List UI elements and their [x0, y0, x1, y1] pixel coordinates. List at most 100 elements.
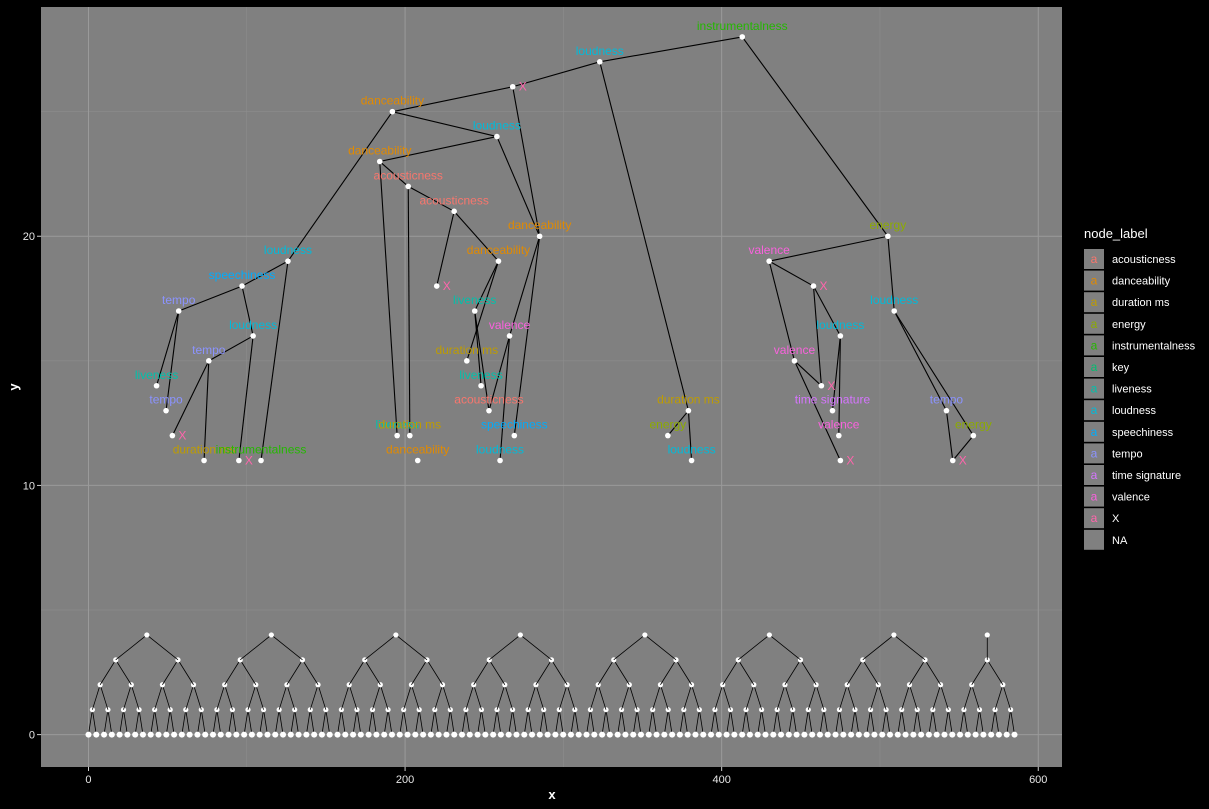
tree-node	[414, 457, 421, 464]
legend-label: acousticness	[1112, 254, 1176, 266]
leaf-node	[560, 731, 567, 738]
node-label: instrumentalness	[697, 19, 788, 33]
tree-edge-lower	[239, 634, 272, 661]
tree-edge-lower	[488, 634, 521, 661]
tree-node	[536, 233, 543, 240]
leaf-node	[505, 731, 512, 738]
tree-edge	[812, 285, 841, 337]
tree-edge-lower	[399, 709, 405, 735]
tree-edge-lower	[807, 709, 813, 735]
legend-label: loudness	[1112, 405, 1157, 417]
leaf-node	[381, 731, 388, 738]
internal-node-lower	[759, 707, 765, 713]
leaf-node	[217, 731, 224, 738]
leaf-node	[778, 731, 785, 738]
tree-edge-lower	[660, 684, 669, 710]
tree-edge-lower	[337, 709, 342, 735]
legend-label: tempo	[1112, 448, 1143, 460]
tree-edge-lower	[660, 659, 677, 685]
leaf-node	[412, 731, 419, 738]
tree-edge-lower	[449, 709, 455, 735]
x-axis-title: x	[548, 787, 556, 802]
tree-node	[891, 308, 898, 314]
tree-node	[405, 183, 412, 190]
internal-node-lower	[751, 682, 757, 688]
tree-edge-lower	[679, 709, 685, 735]
x-tick-label: 200	[396, 774, 414, 786]
node-label: X	[959, 454, 967, 468]
tree-edge-lower	[162, 659, 179, 685]
leaf-node	[669, 731, 676, 738]
node-label: loudness	[473, 119, 521, 133]
leaf-node	[490, 731, 497, 738]
tree-node	[943, 407, 950, 414]
tree-edge-lower	[411, 659, 428, 685]
tree-node	[885, 233, 891, 240]
tree-edge	[499, 335, 511, 461]
internal-node-lower	[976, 707, 983, 713]
tree-edge-lower	[986, 659, 1004, 685]
node-label: danceability	[348, 143, 411, 157]
tree-edge-lower	[601, 709, 607, 735]
leaf-node	[264, 731, 271, 738]
legend-label: duration ms	[1112, 297, 1170, 309]
tree-edge-lower	[224, 684, 233, 710]
tree-node	[739, 34, 746, 40]
leaf-node	[879, 731, 886, 738]
tree-edge-lower	[570, 709, 576, 735]
tree-edge-lower	[1010, 709, 1015, 735]
tree-edge-lower	[150, 709, 156, 735]
y-axis-title: y	[6, 383, 21, 391]
tree-edge-lower	[520, 634, 552, 661]
node-label: X	[827, 379, 835, 393]
internal-node-lower	[369, 707, 376, 713]
leaf-node	[139, 731, 146, 738]
leaf-node	[435, 731, 442, 738]
tree-edge-lower	[340, 709, 346, 735]
leaf-node	[303, 731, 310, 738]
tree-edge-lower	[1006, 709, 1012, 735]
tree-node	[495, 258, 502, 264]
node-label: liveness	[135, 368, 178, 382]
tree-edge-lower	[446, 709, 451, 735]
tree-edge-lower	[737, 659, 755, 685]
tree-edge-lower	[590, 709, 595, 735]
tree-edge-lower	[769, 634, 801, 661]
tree-edge-lower	[372, 684, 381, 710]
leaf-node	[925, 731, 932, 738]
internal-node-lower	[556, 707, 562, 713]
node-label: duration ms	[657, 393, 720, 407]
legend-key-glyph: a	[1091, 511, 1098, 525]
legend-key	[1084, 508, 1104, 529]
tree-edge-lower	[940, 684, 949, 710]
tree-edge-lower	[788, 709, 794, 735]
leaf-node	[388, 731, 395, 738]
tree-edge-lower	[348, 684, 358, 710]
axes: 0 200 400 600 0 10 20	[23, 231, 1048, 786]
tree-edge-lower	[162, 684, 171, 710]
leaf-node	[645, 731, 652, 738]
tree-edge-lower	[309, 709, 315, 735]
leaf-node	[723, 731, 730, 738]
tree-edge-lower	[628, 684, 638, 710]
internal-node-lower	[198, 707, 204, 713]
internal-node-lower	[525, 707, 531, 713]
tree-edge-lower	[792, 709, 798, 735]
tree-edge	[474, 260, 499, 312]
leaf-node	[894, 731, 901, 738]
legend-key-glyph: a	[1091, 274, 1098, 288]
internal-node-lower	[463, 707, 469, 713]
leaf-node	[785, 731, 792, 738]
y-tick-label: 20	[23, 231, 35, 243]
tree-edge-lower	[975, 709, 980, 735]
tree-node	[494, 133, 500, 140]
tree-edge-lower	[477, 709, 482, 735]
tree-edge-lower	[259, 709, 264, 735]
tree-edge	[260, 261, 289, 461]
tree-edge	[407, 185, 455, 212]
tree-edge	[893, 310, 974, 436]
tree-edge-lower	[309, 684, 319, 710]
tree-edge-lower	[473, 684, 482, 710]
tree-edge-lower	[512, 709, 517, 735]
legend-key-glyph: a	[1091, 338, 1098, 352]
